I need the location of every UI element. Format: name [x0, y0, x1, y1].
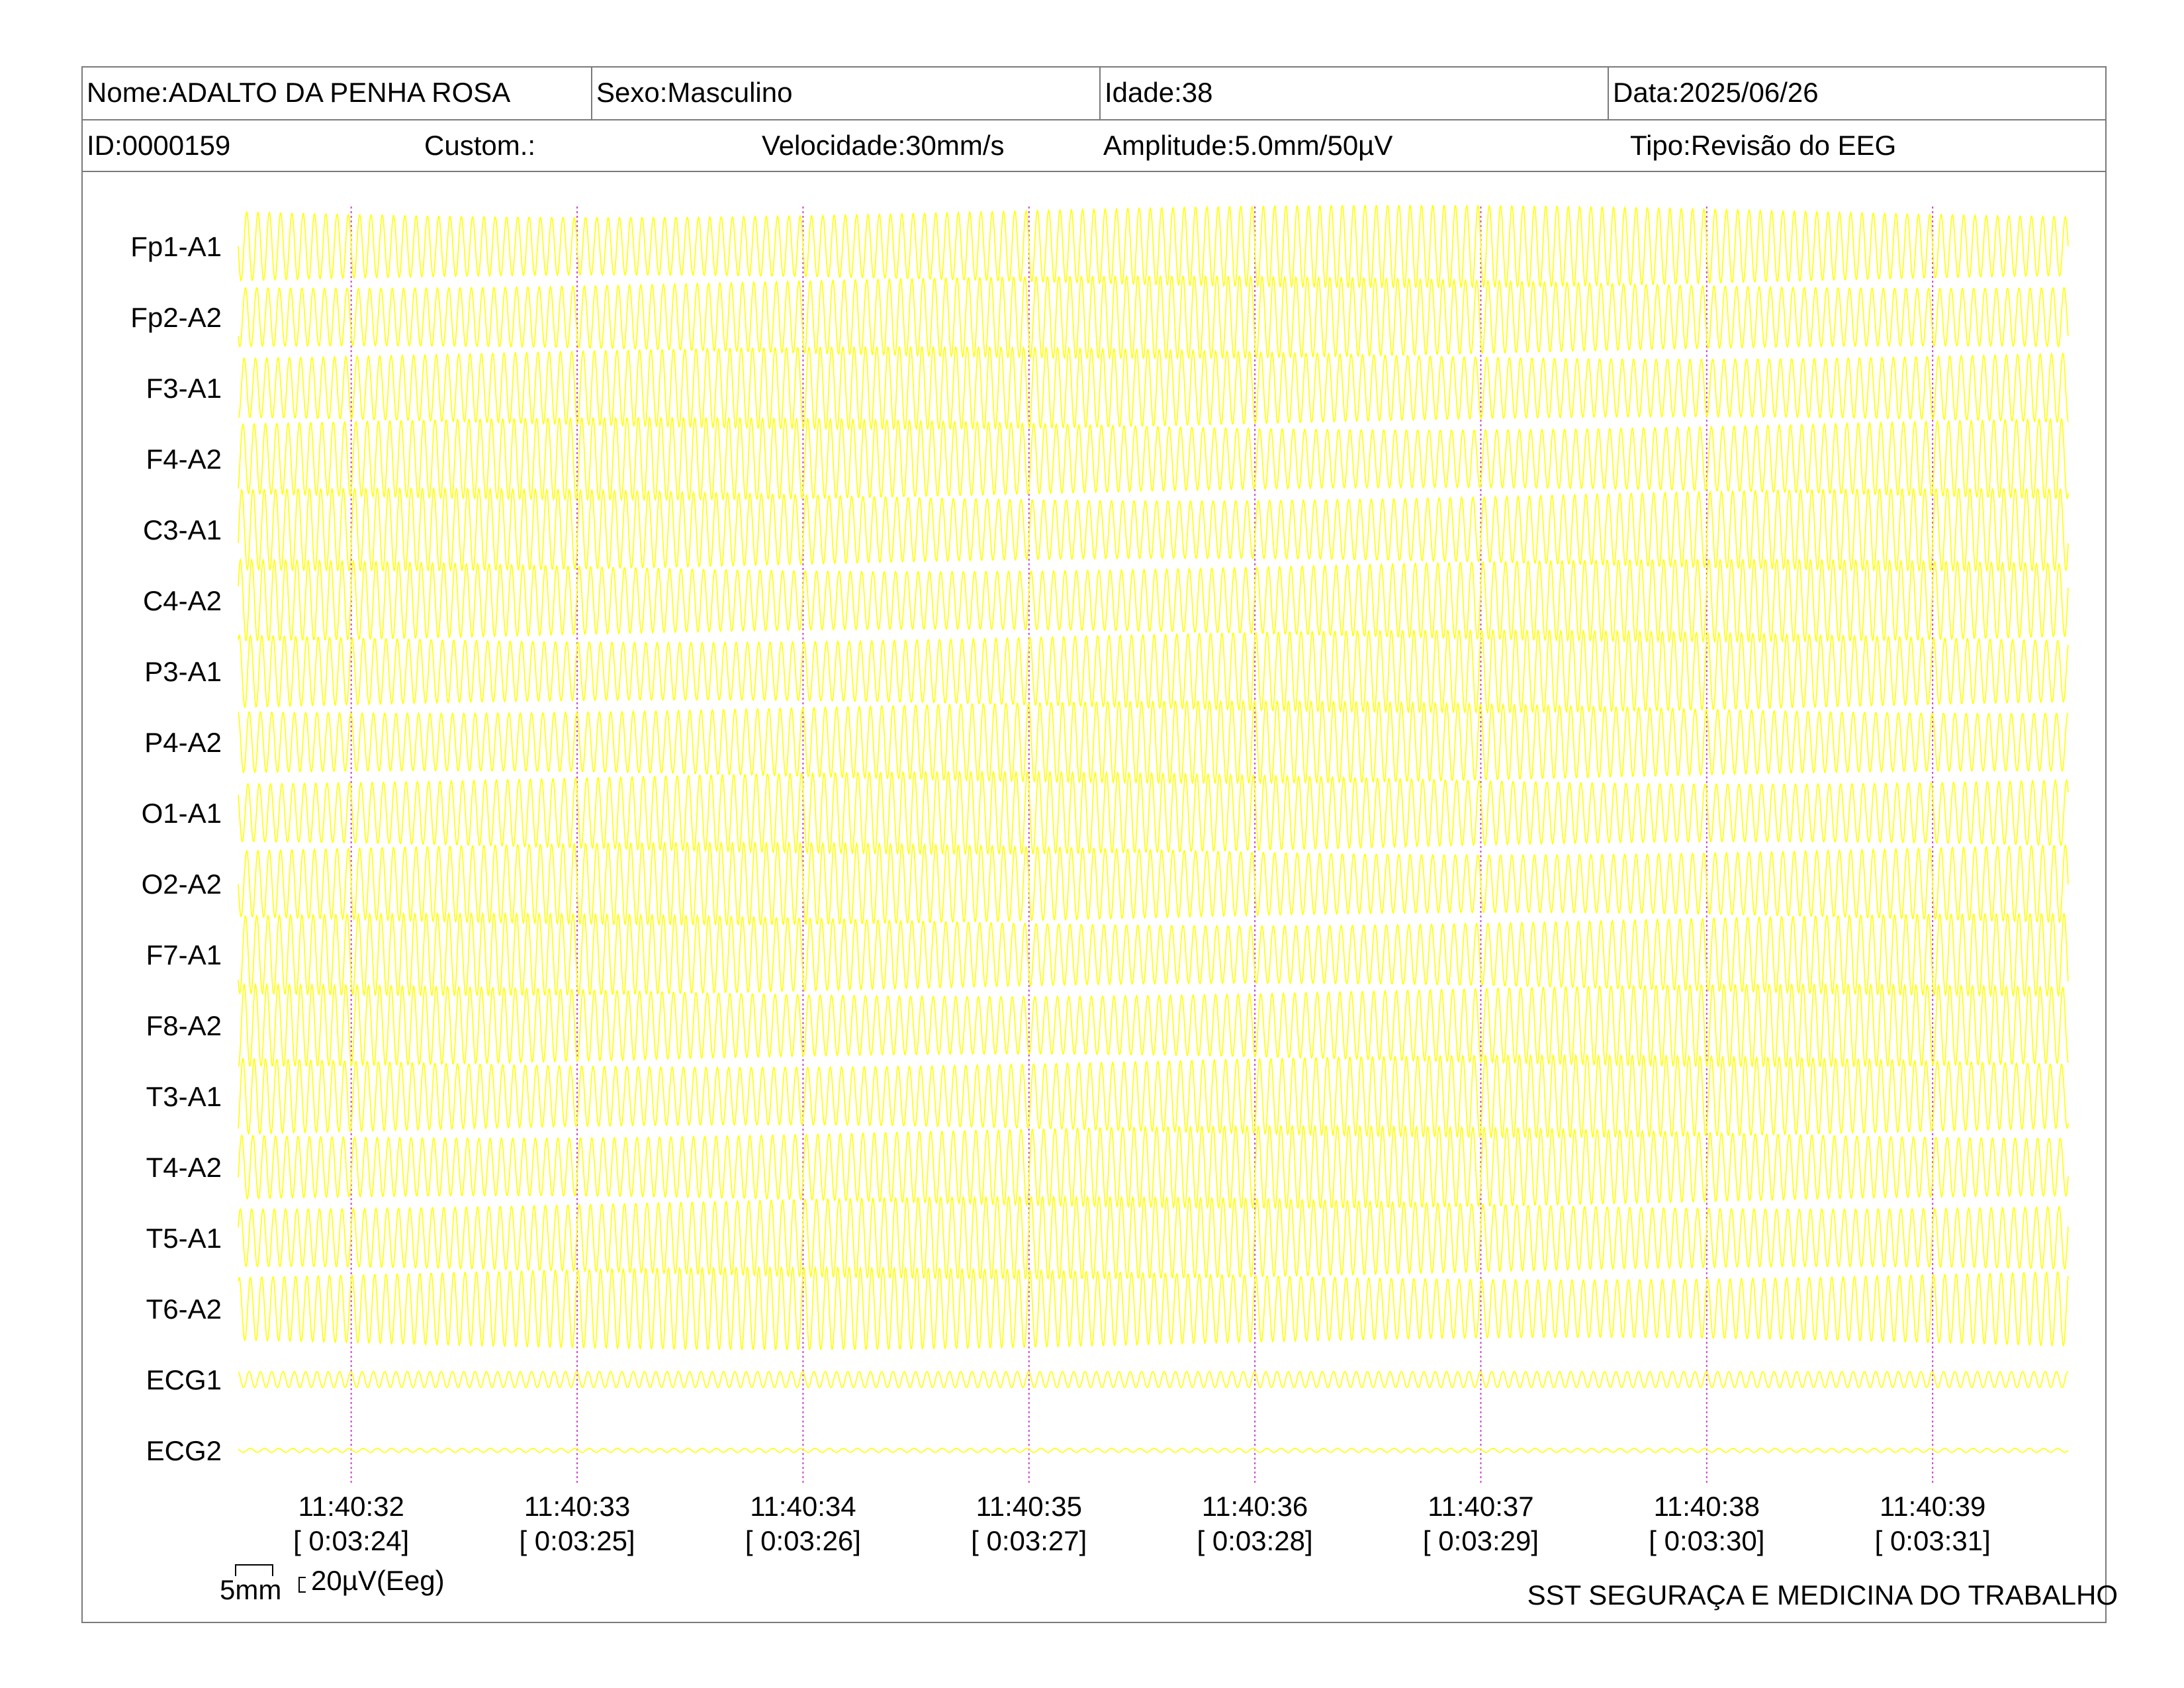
- trace-ecg1: [238, 1371, 2069, 1388]
- channel-label: Fp2-A2: [130, 302, 222, 333]
- trace-f4-a2: [238, 416, 2069, 502]
- elapsed-tick-label: [ 0:03:27]: [971, 1525, 1087, 1556]
- trace-f7-a1: [238, 912, 2069, 998]
- channel-label: T3-A1: [146, 1081, 222, 1112]
- trace-t3-a1: [238, 1053, 2069, 1139]
- channel-label: P3-A1: [144, 656, 222, 687]
- time-tick-label: 11:40:35: [976, 1491, 1082, 1522]
- organization-footer: SST SEGURAÇA E MEDICINA DO TRABALHO: [1527, 1579, 2118, 1611]
- record-id: ID:0000159: [87, 130, 231, 161]
- channel-label: F4-A2: [146, 444, 222, 475]
- trace-o2-a2: [238, 841, 2069, 926]
- custom-field: Custom.:: [424, 130, 536, 161]
- time-tick-label: 11:40:33: [524, 1491, 630, 1522]
- trace-fp2-a2: [238, 275, 2069, 360]
- time-scale-label: 5mm: [220, 1574, 282, 1605]
- time-tick-label: 11:40:37: [1428, 1491, 1533, 1522]
- trace-p4-a2: [238, 700, 2069, 785]
- elapsed-tick-label: [ 0:03:29]: [1423, 1525, 1539, 1556]
- time-tick-label: 11:40:36: [1202, 1491, 1308, 1522]
- elapsed-tick-label: [ 0:03:31]: [1875, 1525, 1991, 1556]
- time-tick-label: 11:40:32: [298, 1491, 404, 1522]
- amplitude-field: Amplitude:5.0mm/50µV: [1103, 130, 1393, 161]
- amplitude-scale-label: 20µV(Eeg): [311, 1565, 445, 1596]
- channel-label: F7-A1: [146, 939, 222, 970]
- patient-age: Idade:38: [1099, 68, 1608, 119]
- trace-c4-a2: [238, 557, 2069, 643]
- header-row-1: Nome:ADALTO DA PENHA ROSA Sexo:Masculino…: [83, 68, 2105, 120]
- patient-name: Nome:ADALTO DA PENHA ROSA: [87, 77, 511, 108]
- channel-label: T4-A2: [146, 1152, 222, 1183]
- report-frame: Nome:ADALTO DA PENHA ROSA Sexo:Masculino…: [81, 66, 2107, 1623]
- elapsed-tick-label: [ 0:03:24]: [293, 1525, 409, 1556]
- channel-label: ECG2: [146, 1435, 222, 1466]
- speed-field: Velocidade:30mm/s: [762, 130, 1005, 161]
- record-date: Data:2025/06/26: [1608, 68, 2105, 119]
- type-field: Tipo:Revisão do EEG: [1630, 130, 1897, 161]
- channel-label: T5-A1: [146, 1223, 222, 1254]
- time-tick-label: 11:40:39: [1880, 1491, 1985, 1522]
- time-tick-label: 11:40:38: [1654, 1491, 1760, 1522]
- time-tick-label: 11:40:34: [750, 1491, 856, 1522]
- amp-scale-bracket: [298, 1577, 306, 1593]
- trace-t6-a2: [238, 1266, 2069, 1350]
- trace-f3-a1: [238, 346, 2069, 431]
- trace-c3-a1: [238, 487, 2069, 573]
- trace-t4-a2: [238, 1124, 2069, 1209]
- channel-label: C3-A1: [143, 514, 222, 545]
- channel-label: O2-A2: [142, 868, 222, 900]
- trace-fp1-a1: [238, 205, 2069, 289]
- trace-f8-a2: [238, 982, 2069, 1068]
- channel-label: Fp1-A1: [130, 231, 222, 262]
- channel-label: ECG1: [146, 1364, 222, 1395]
- scale-bar: [235, 1564, 306, 1593]
- channel-label: F3-A1: [146, 373, 222, 404]
- channel-label: O1-A1: [142, 798, 222, 829]
- trace-o1-a1: [238, 770, 2069, 856]
- trace-t5-a1: [238, 1195, 2069, 1280]
- elapsed-tick-label: [ 0:03:26]: [745, 1525, 861, 1556]
- elapsed-tick-label: [ 0:03:30]: [1649, 1525, 1764, 1556]
- trace-ecg2: [238, 1448, 2069, 1453]
- patient-sex: Sexo:Masculino: [591, 68, 1099, 119]
- channel-label: T6-A2: [146, 1293, 222, 1325]
- time-scale-bracket: [235, 1564, 273, 1576]
- channel-label: C4-A2: [143, 585, 222, 616]
- elapsed-tick-label: [ 0:03:25]: [519, 1525, 635, 1556]
- channel-label: P4-A2: [144, 727, 222, 758]
- channel-label: F8-A2: [146, 1010, 222, 1041]
- header-row-2: ID:0000159 Custom.: Velocidade:30mm/s Am…: [83, 120, 2105, 172]
- trace-p3-a1: [238, 629, 2069, 714]
- elapsed-tick-label: [ 0:03:28]: [1197, 1525, 1313, 1556]
